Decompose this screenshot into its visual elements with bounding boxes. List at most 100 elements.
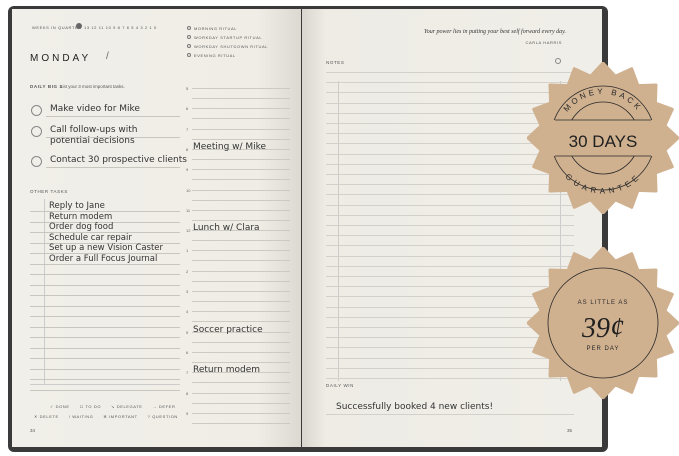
hour-label: 6: [186, 349, 189, 355]
other-tasks-label: OTHER TASKS: [30, 189, 68, 194]
other-task: Set up a new Vision Caster: [49, 243, 164, 253]
half-hour-line: [192, 219, 290, 221]
task-line: [30, 242, 180, 244]
task-line: [30, 263, 180, 265]
notes-line: [326, 316, 574, 318]
date-slash: /: [106, 51, 109, 62]
notes-line: [326, 235, 574, 237]
hour-line: [192, 412, 290, 414]
notes-line: [326, 133, 574, 135]
notes-line: [326, 153, 574, 155]
ritual-label: Evening Ritual: [194, 52, 236, 58]
half-hour-line: [192, 260, 290, 262]
money-back-seal: MONEY BACK GUARANTEE 30 DAYS: [527, 62, 679, 214]
hour-line: [192, 88, 290, 89]
ritual-checkbox[interactable]: [187, 35, 191, 39]
task-line: [30, 389, 180, 391]
notes-line: [326, 72, 574, 73]
hour-label: 3: [186, 289, 189, 294]
big3-task: Call follow-ups with potential decisions: [50, 125, 138, 146]
half-hour-line: [192, 240, 290, 242]
task-line: [30, 326, 180, 328]
day-title: MONDAY: [30, 53, 92, 64]
weeks-label: Weeks in Quarter: [32, 25, 82, 30]
big3-task: Contact 30 prospective clients: [50, 155, 187, 165]
hour-line: [192, 148, 290, 150]
hour-label: 11: [186, 207, 191, 213]
task-line: [30, 305, 180, 307]
task-line: [30, 295, 180, 296]
half-hour-line: [192, 138, 290, 140]
task-checkbox[interactable]: [31, 126, 42, 137]
ritual-checkbox[interactable]: [187, 26, 191, 30]
daily-win-label: DAILY WIN: [326, 383, 354, 388]
seal-shape: [527, 247, 679, 399]
legend-item: ✲ IMPORTANT: [103, 414, 138, 419]
hour-line: [192, 169, 290, 171]
ritual-label: Workday Startup Ritual: [194, 34, 263, 40]
legend-item: ✓ DONE: [50, 404, 70, 409]
half-hour-line: [192, 199, 290, 201]
half-hour-line: [192, 321, 290, 323]
half-hour-line: [192, 280, 290, 282]
notes-line: [326, 306, 574, 308]
hour-line: [192, 250, 290, 252]
task-line: [30, 221, 180, 223]
task-line: [30, 368, 180, 370]
notes-line: [326, 163, 574, 165]
hour-line: [192, 230, 290, 232]
legend-item: ↘ DELEGATE: [111, 404, 143, 409]
notes-line: [326, 378, 574, 379]
underline: [46, 137, 180, 138]
half-hour-line: [192, 301, 290, 302]
hour-line: [192, 108, 290, 110]
page-number: 34: [30, 428, 36, 433]
task-line: [30, 274, 180, 275]
half-hour-line: [192, 118, 290, 120]
legend-row-1: ✓ DONE ☐ TO DO ↘ DELEGATE → DEFER: [50, 404, 175, 409]
task-line: [30, 347, 180, 349]
underline: [46, 116, 180, 117]
notes-line: [326, 357, 574, 359]
notes-line: [326, 347, 574, 349]
task-checkbox[interactable]: [31, 156, 42, 167]
task-line: [30, 211, 180, 212]
underline: [46, 167, 180, 168]
appointment: Lunch w/ Clara: [193, 223, 260, 234]
half-hour-line: [192, 158, 290, 160]
hour-label: 7: [186, 126, 189, 132]
legend-row-2: ✕ DELETE / WAITING ✲ IMPORTANT ? QUESTION: [34, 414, 178, 419]
notes-line: [326, 296, 574, 298]
notes-line: [326, 123, 574, 124]
hour-line: [192, 270, 290, 272]
task-line: [30, 358, 180, 359]
hour-label: 8: [186, 146, 189, 152]
tasks-margin: [44, 199, 45, 384]
hour-label: 2: [186, 268, 189, 274]
task-line: [30, 232, 180, 233]
legend-item: / WAITING: [68, 414, 94, 419]
price-main-text: 39¢: [581, 313, 624, 344]
quote-author: CARLA HARRIS: [525, 40, 562, 45]
hour-label: 8: [186, 390, 189, 396]
half-hour-line: [192, 422, 290, 424]
notes-line: [326, 255, 574, 257]
half-hour-line: [192, 402, 290, 404]
notes-line: [326, 276, 574, 277]
hour-label: 12: [186, 228, 191, 234]
half-hour-line: [192, 361, 290, 363]
hour-label: 9: [186, 410, 189, 416]
task-checkbox[interactable]: [31, 105, 42, 116]
price-top-text: AS LITTLE AS: [578, 300, 629, 306]
half-hour-line: [192, 98, 290, 99]
other-task: Reply to Jane: [49, 201, 105, 211]
appointment: Meeting w/ Mike: [193, 141, 267, 152]
ritual-checkbox[interactable]: [187, 44, 191, 48]
ritual-checkbox[interactable]: [187, 53, 191, 57]
other-task: Order dog food: [49, 222, 114, 232]
seal-main-text: 30 DAYS: [569, 132, 638, 151]
hour-line: [192, 311, 290, 313]
hour-label: 9: [186, 167, 189, 173]
task-line: [30, 379, 180, 380]
hour-line: [192, 392, 290, 394]
